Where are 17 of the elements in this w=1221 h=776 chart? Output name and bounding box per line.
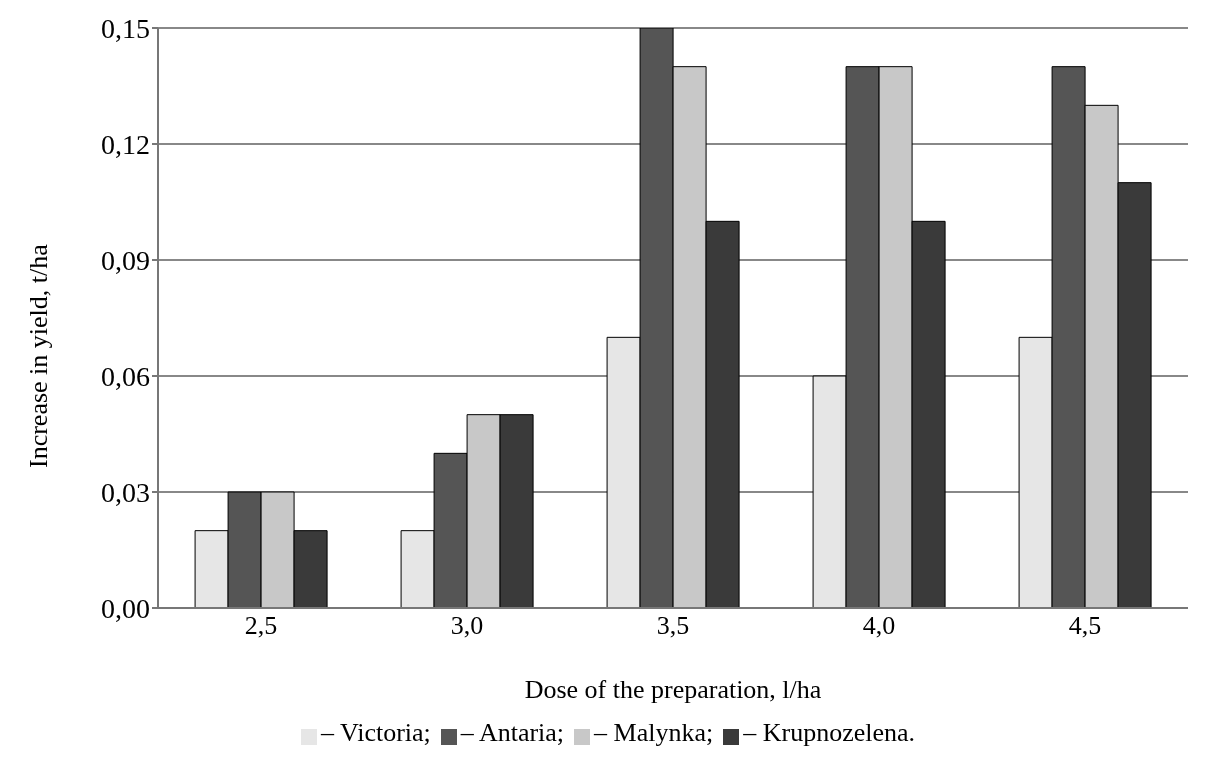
y-tick-label: 0,03 (101, 476, 150, 508)
y-tick-label: 0,12 (101, 128, 150, 160)
x-axis-title: Dose of the preparation, l/ha (524, 675, 822, 704)
x-tick-label: 2,5 (244, 611, 278, 641)
x-tick-label: 4,5 (1068, 611, 1102, 641)
y-axis-title: Increase in yield, t/ha (24, 243, 54, 468)
legend-label: – Victoria; (320, 718, 431, 747)
x-tick-label: 4,0 (862, 611, 896, 641)
y-tick-label: 0,15 (101, 12, 150, 44)
x-tick-label: 3,0 (450, 611, 484, 641)
legend-label: – Antaria; (460, 718, 565, 747)
y-tick-label: 0,06 (101, 360, 150, 392)
y-tick-label: 0,00 (101, 592, 150, 624)
y-tick-label: 0,09 (101, 244, 150, 276)
legend-label: – Krupnozelena. (743, 718, 916, 747)
legend-label: – Malynka; (594, 718, 714, 747)
x-tick-label: 3,5 (656, 611, 690, 641)
